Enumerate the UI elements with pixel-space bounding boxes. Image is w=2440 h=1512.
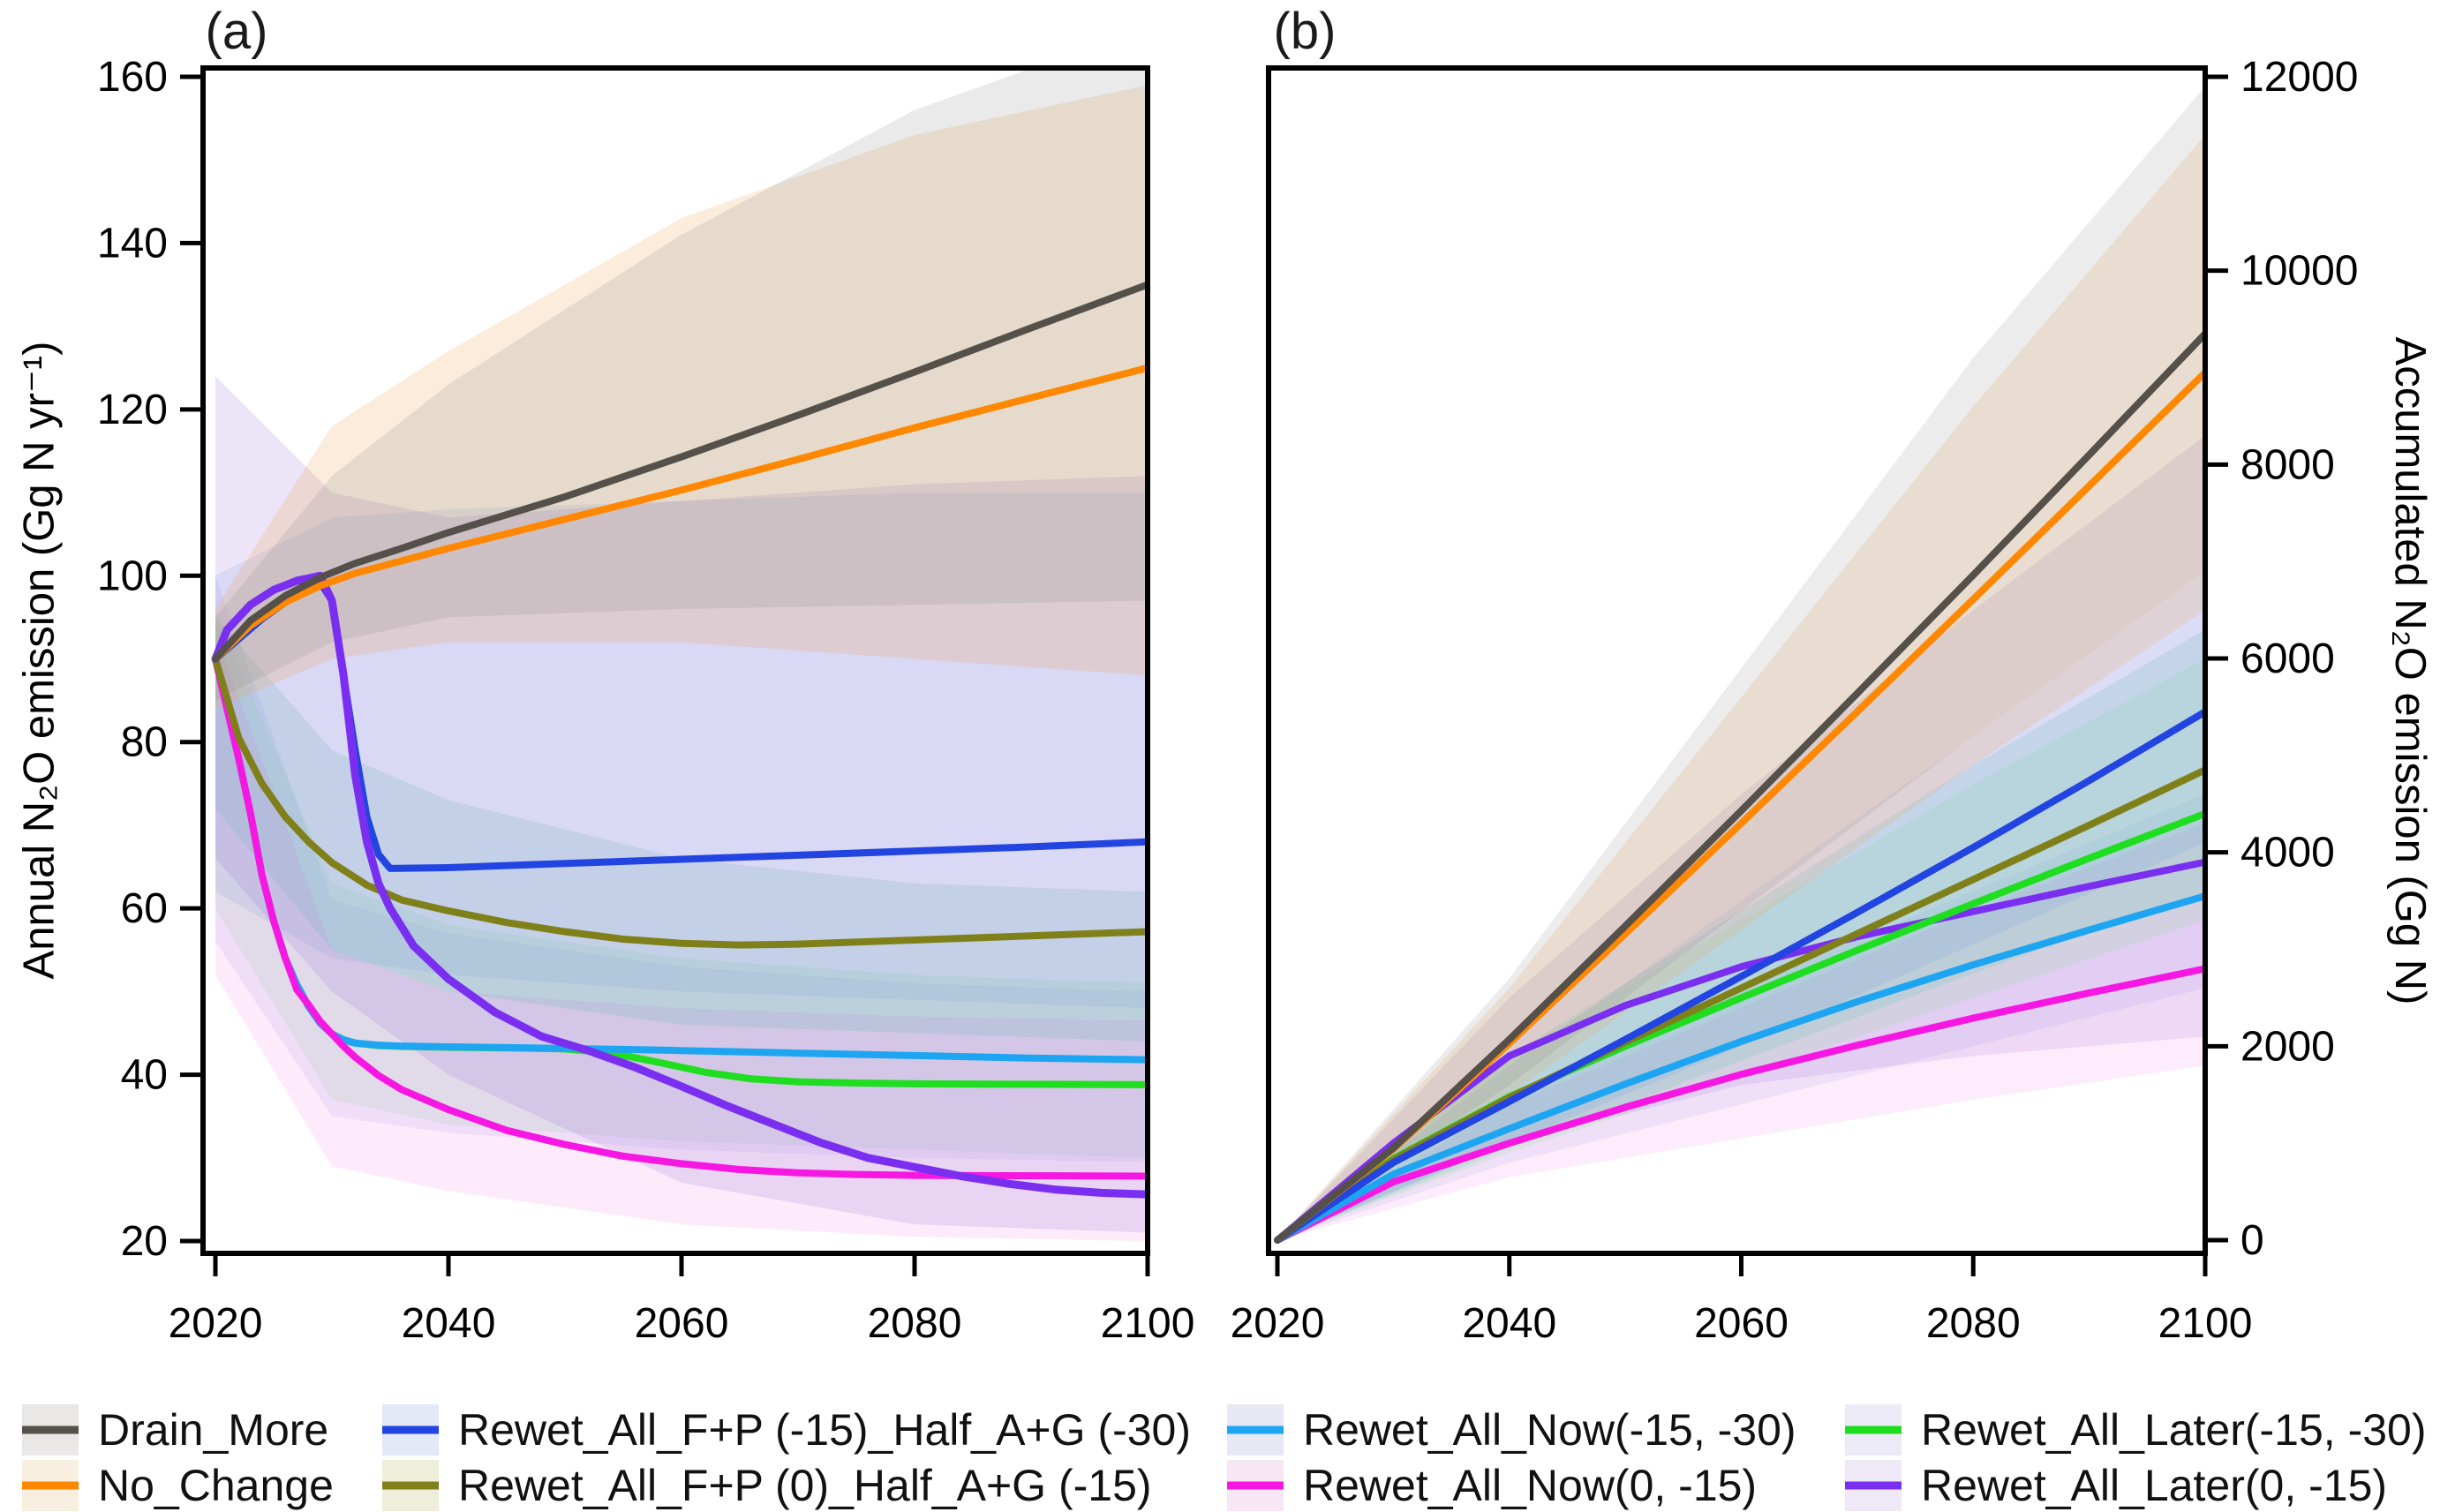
y-tick-label: 20 [121,1218,168,1265]
legend-swatch-fp0 [382,1460,439,1511]
panel-b-title: (b) [1273,3,1337,60]
y-tick-label: 80 [121,719,168,766]
legend-label-later1530: Rewet_All_Later(-15, -30) [1921,1405,2427,1455]
legend-swatch-later1530 [1845,1404,1902,1456]
legend-line-fp0 [382,1481,439,1490]
legend-item-now015: Rewet_All_Now(0, -15) [1227,1459,1757,1512]
legend-label-drain: Drain_More [98,1405,329,1455]
x-tick-label: 2040 [402,1300,496,1347]
band-nochange [1277,138,2203,1240]
x-tick-label: 2100 [2158,1300,2253,1347]
band-nochange [215,86,1145,710]
y-tick-label: 160 [97,54,168,101]
legend-line-later1530 [1845,1425,1902,1434]
y-tick-label: 100 [97,553,168,599]
panel-a-title: (a) [205,3,268,60]
band-fp15 [215,493,1145,1009]
x-tick-label: 2100 [1101,1300,1195,1347]
legend-line-drain [22,1425,79,1434]
band-later015 [215,376,1145,1233]
band-fp15 [1277,573,2203,1240]
y-tick-label: 140 [97,220,168,267]
x-tick-label: 2060 [1694,1300,1789,1347]
band-drain [215,71,1145,701]
legend-item-later1530: Rewet_All_Later(-15, -30) [1845,1403,2427,1456]
y-tick-label: 8000 [2240,441,2335,488]
legend-label-fp0: Rewet_All_F+P (0)_Half_A+G (-15) [458,1461,1152,1510]
band-now1530 [215,575,1145,1162]
x-tick-label: 2080 [1926,1300,2021,1347]
y-tick-label: 2000 [2240,1023,2335,1070]
legend-label-nochange: No_Change [98,1461,334,1510]
series-line-fp15 [1274,709,2203,1244]
x-tick-label: 2080 [868,1300,962,1347]
panel-a-frame [200,65,1150,1256]
y-tick-label: 12000 [2240,54,2358,101]
legend-swatch-now015 [1227,1460,1284,1511]
legend-label-fp15: Rewet_All_F+P (-15)_Half_A+G (-30) [458,1405,1191,1455]
y-tick-label: 40 [121,1052,168,1099]
series-line-now1530 [1274,892,2203,1244]
legend-swatch-nochange [22,1460,79,1511]
legend-swatch-later015 [1845,1460,1902,1511]
y-tick-label: 120 [97,387,168,433]
legend-line-later015 [1845,1481,1902,1490]
series-line-later015 [211,571,1145,1199]
legend-swatch-fp15 [382,1404,439,1456]
legend-line-now015 [1227,1481,1284,1490]
band-now015 [215,634,1145,1241]
panel-a-plot-area [211,71,1145,1241]
x-tick-label: 2060 [635,1300,729,1347]
band-later1530 [215,608,1145,1158]
x-tick-label: 2020 [169,1300,263,1347]
panel-b-plot-area [1274,89,2203,1244]
band-fp0 [215,617,1145,1042]
series-line-fp0 [212,655,1145,949]
series-line-now015 [212,655,1145,1180]
legend-label-now015: Rewet_All_Now(0, -15) [1303,1461,1758,1510]
y-axis-label-left: Annual N₂O emission (Gg N yr⁻¹) [15,341,64,980]
y-tick-label: 60 [121,885,168,932]
legend-item-fp15: Rewet_All_F+P (-15)_Half_A+G (-30) [382,1403,1191,1456]
band-now015 [1277,824,2203,1240]
legend-line-now1530 [1227,1425,1284,1434]
x-tick-label: 2020 [1231,1300,1325,1347]
legend-line-nochange [22,1481,79,1490]
series-line-drain [1274,331,2203,1244]
series-line-now015 [1274,966,2203,1244]
legend-line-fp15 [382,1425,439,1434]
series-line-drain [212,282,1145,663]
y-axis-label-right: Accumulated N₂O emission (Gg N) [2386,336,2434,1005]
band-drain [1277,89,2203,1240]
legend-label-now1530: Rewet_All_Now(-15, -30) [1303,1405,1796,1455]
series-line-nochange [212,365,1145,663]
legend-item-fp0: Rewet_All_F+P (0)_Half_A+G (-15) [382,1459,1152,1512]
legend-item-later015: Rewet_All_Later(0, -15) [1845,1459,2387,1512]
legend-item-now1530: Rewet_All_Now(-15, -30) [1227,1403,1796,1456]
legend-label-later015: Rewet_All_Later(0, -15) [1921,1461,2388,1510]
y-tick-label: 10000 [2240,248,2358,295]
band-fp0 [1277,630,2203,1240]
legend-swatch-now1530 [1227,1404,1284,1456]
y-tick-label: 0 [2240,1217,2264,1264]
x-tick-label: 2040 [1462,1300,1556,1347]
legend-swatch-drain [22,1404,79,1456]
legend-item-drain: Drain_More [22,1403,328,1456]
y-tick-label: 6000 [2240,636,2335,682]
legend-item-nochange: No_Change [22,1459,334,1512]
y-tick-label: 4000 [2240,830,2335,876]
